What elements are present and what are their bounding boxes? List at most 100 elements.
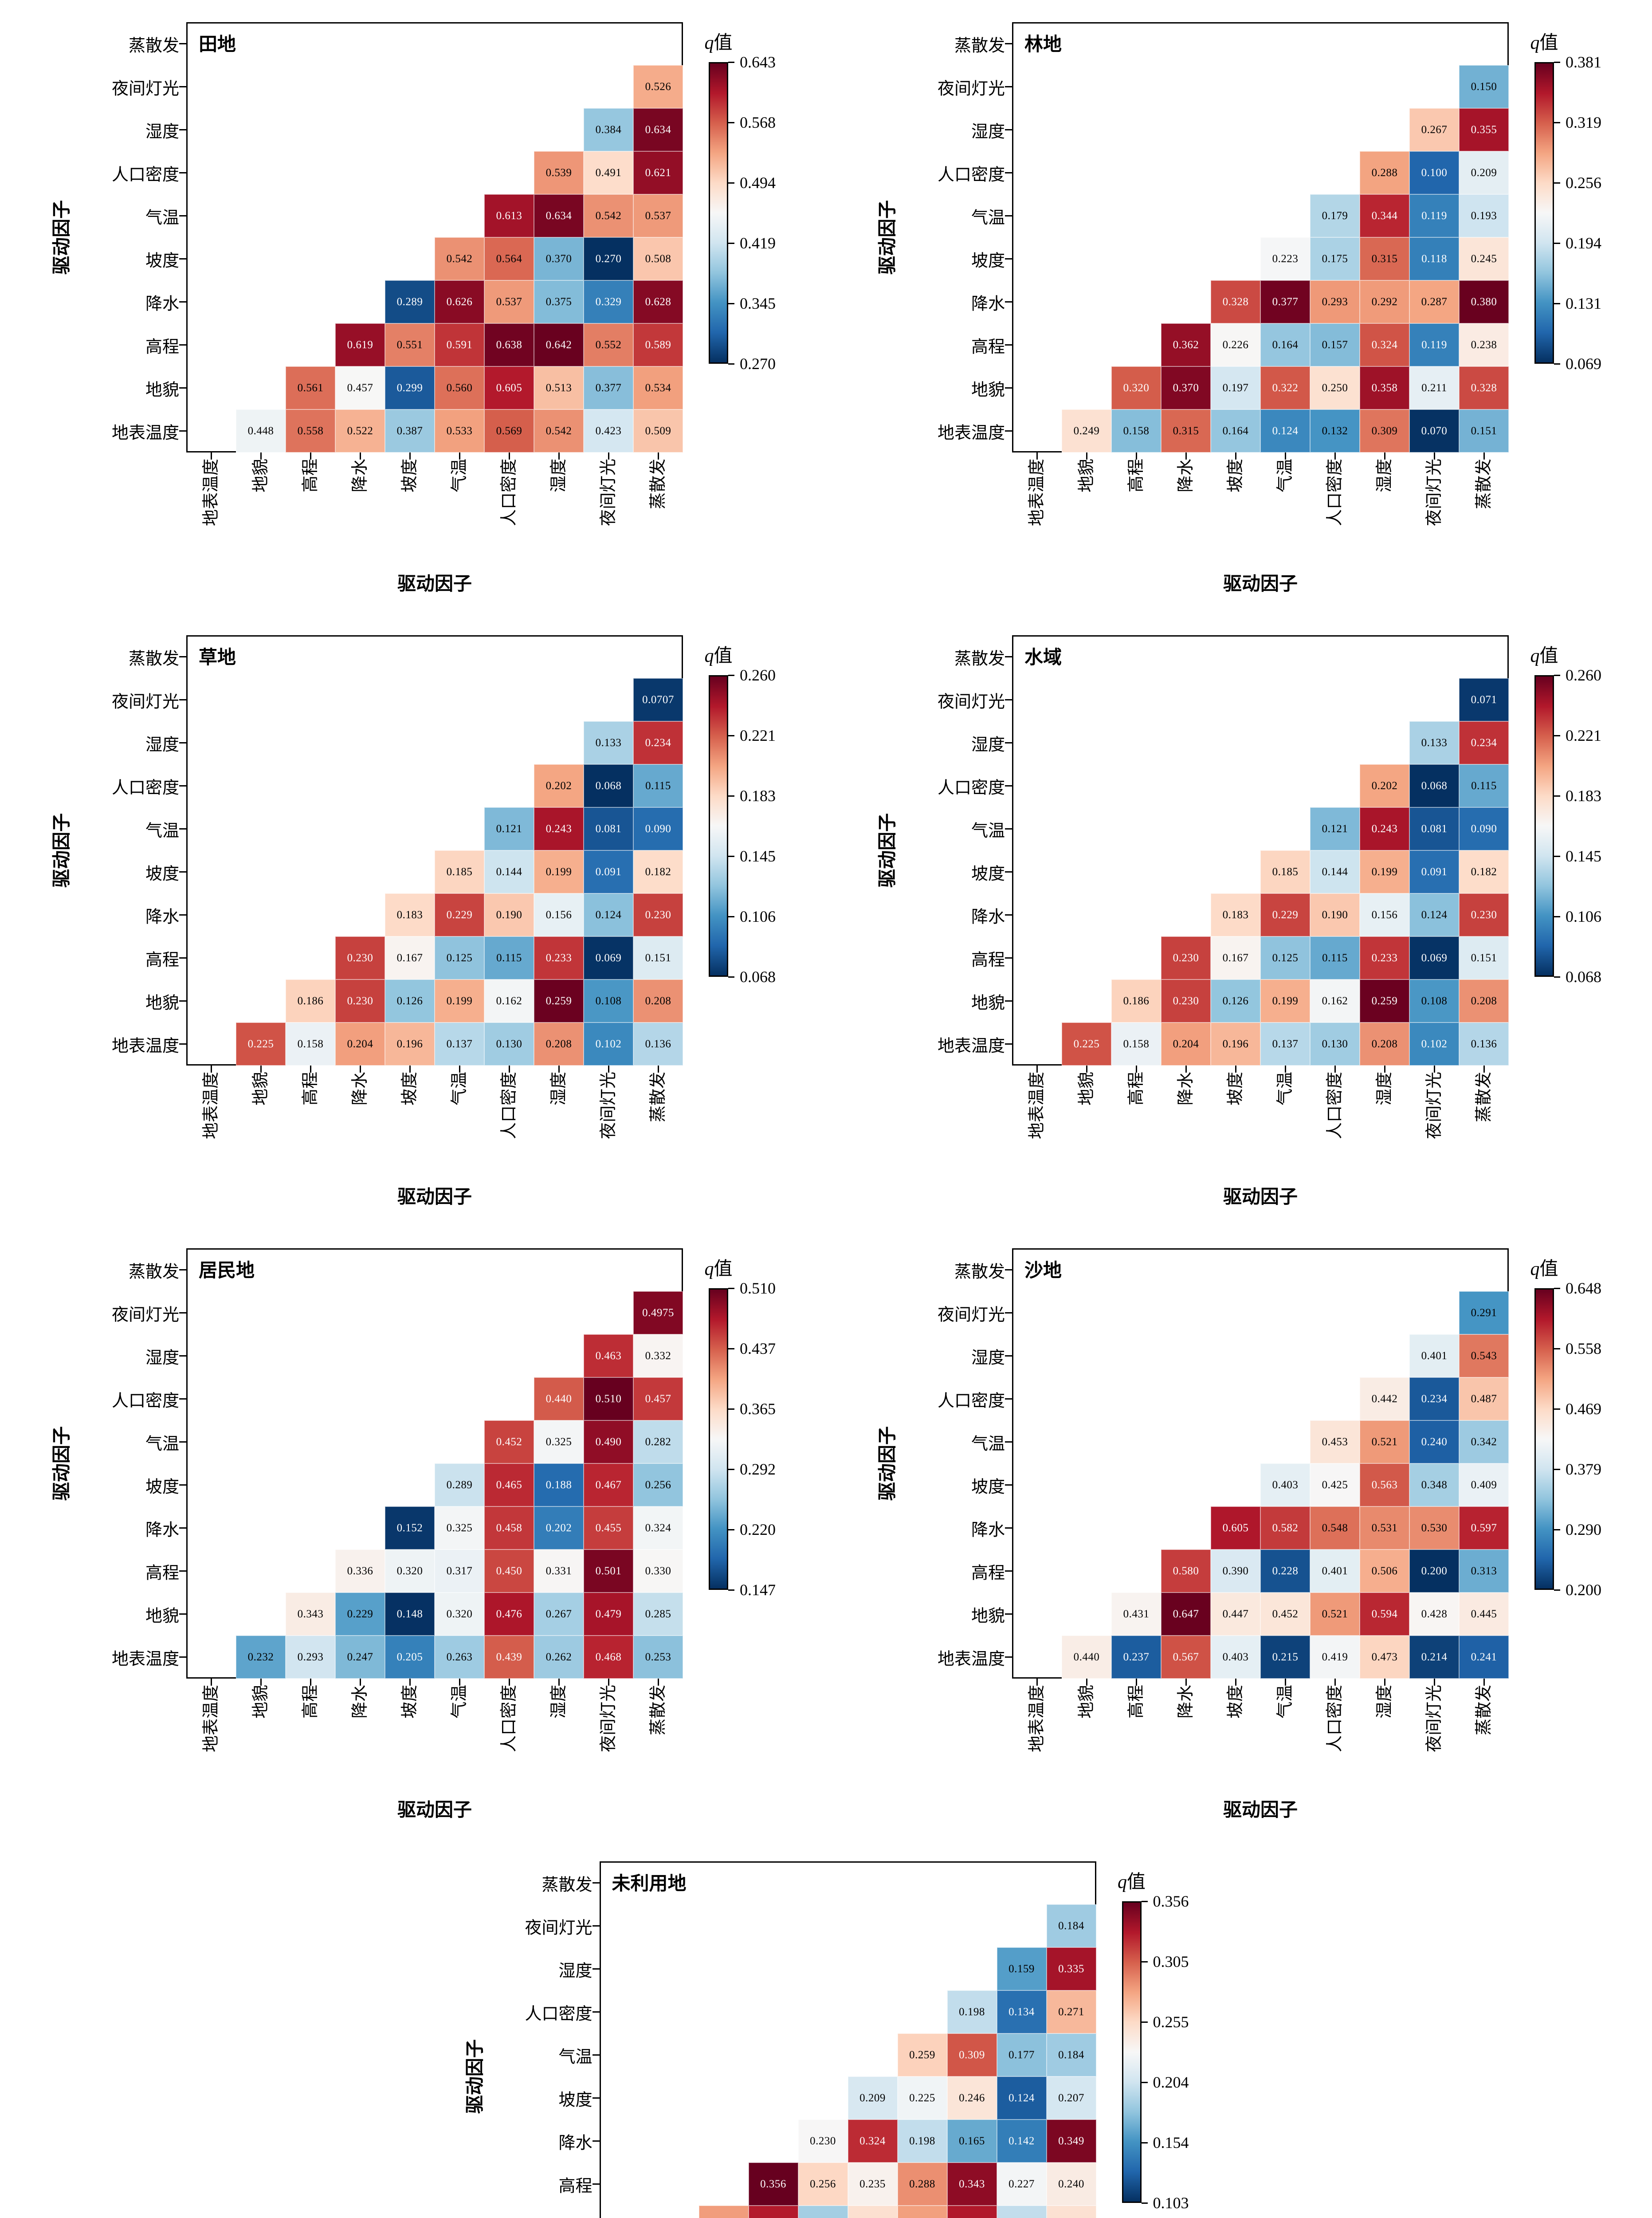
heatmap-cell: 0.452 (1260, 1593, 1310, 1636)
y-tick-mark (179, 387, 186, 389)
heatmap-cell: 0.455 (584, 1506, 633, 1549)
colorbar-tick-mark (1554, 1408, 1560, 1410)
heatmap-cell: 0.440 (534, 1377, 584, 1420)
heatmap-cell: 0.591 (435, 323, 484, 366)
colorbar-tick-mark (728, 122, 734, 123)
x-tick-label: 人口密度 (500, 1072, 518, 1140)
heatmap-cell: 0.377 (584, 366, 633, 409)
y-tick-label: 湿度 (971, 1349, 1005, 1367)
heatmap-cell: 0.069 (584, 936, 633, 979)
colorbar-tick-mark (1554, 855, 1560, 857)
x-tick-mark (459, 452, 460, 460)
colorbar-title: q值 (1509, 28, 1580, 55)
x-tick-label: 地貌 (251, 1685, 270, 1719)
colorbar-title-q: q (1117, 1872, 1127, 1892)
y-tick-label: 湿度 (971, 122, 1005, 141)
heatmap-cell: 0.164 (1260, 323, 1310, 366)
heatmap-cell: 0.256 (633, 1463, 683, 1506)
x-tick-label: 蒸散发 (649, 459, 667, 510)
heatmap-cell: 0.450 (484, 1549, 534, 1593)
y-tick-mark (1005, 387, 1012, 389)
heatmap-cell: 0.208 (633, 979, 683, 1022)
heatmap-cell: 0.159 (997, 1947, 1047, 1990)
x-tick-mark (310, 452, 311, 460)
heatmap-cell: 0.249 (1046, 2206, 1096, 2218)
heatmap-cell: 0.144 (1310, 850, 1360, 893)
x-tick-mark (1334, 452, 1336, 460)
y-tick-mark (1005, 1570, 1012, 1572)
y-axis-label: 驱动因子 (52, 200, 72, 275)
y-tick-mark (179, 43, 186, 44)
x-tick-label: 高程 (1127, 1685, 1146, 1719)
heatmap-cell: 0.230 (798, 2120, 848, 2163)
heatmap-cell: 0.320 (385, 1549, 435, 1593)
x-tick-mark (1235, 1679, 1236, 1686)
heatmap-cell: 0.136 (633, 1022, 683, 1066)
colorbar-tick-mark (728, 1468, 734, 1470)
colorbar-tick-label: 0.255 (1153, 2013, 1189, 2031)
x-tick-label: 地表温度 (202, 459, 220, 527)
heatmap-cell: 0.282 (897, 2206, 947, 2218)
colorbar-tick-mark (1554, 1287, 1560, 1289)
colorbar-title-q: q (704, 1259, 714, 1279)
heatmap-cell: 0.068 (584, 764, 633, 807)
heatmap-cell: 0.167 (1211, 936, 1260, 979)
heatmap-cell: 0.247 (335, 1636, 385, 1679)
heatmap-cell: 0.387 (385, 409, 435, 452)
x-tick-label: 降水 (1177, 1072, 1195, 1106)
heatmap-cell: 0.130 (1310, 1022, 1360, 1066)
x-tick-label: 高程 (301, 1685, 320, 1719)
x-tick-mark (210, 452, 212, 460)
y-tick-mark (592, 1925, 600, 1927)
panel-title: 居民地 (199, 1261, 255, 1281)
y-tick-label: 地表温度 (111, 1037, 179, 1055)
colorbar-tick-label: 0.319 (1566, 114, 1601, 131)
y-tick-mark (1005, 1613, 1012, 1615)
heatmap-cell: 0.440 (1062, 1636, 1111, 1679)
y-tick-mark (179, 828, 186, 830)
y-tick-label: 地貌 (145, 994, 179, 1012)
colorbar-tick-mark (1141, 2081, 1148, 2083)
x-tick-label: 地表温度 (202, 1072, 220, 1140)
heatmap-cell: 0.177 (997, 2033, 1047, 2076)
x-tick-label: 地表温度 (1028, 1685, 1046, 1753)
x-tick-mark (1433, 1066, 1435, 1073)
heatmap-cell: 0.167 (385, 936, 435, 979)
y-tick-label: 湿度 (971, 735, 1005, 754)
x-tick-mark (260, 1066, 262, 1073)
y-tick-mark (1005, 86, 1012, 87)
heatmap-cell: 0.230 (1161, 979, 1211, 1022)
heatmap-cell: 0.214 (1409, 1636, 1459, 1679)
colorbar-tick-label: 0.469 (1566, 1400, 1601, 1418)
y-tick-label: 地貌 (971, 994, 1005, 1012)
y-axis-label: 驱动因子 (878, 200, 898, 275)
y-tick-mark (179, 430, 186, 432)
y-tick-label: 蒸散发 (128, 36, 179, 55)
heatmap-cell: 0.230 (1161, 936, 1211, 979)
panel-row-2: 草地 驱动因子 驱动因子 q值 蒸散发 夜间灯光 湿度 人口密度 气温 坡度 降水 高程 地貌地… (0, 613, 1652, 1226)
y-tick-label: 高程 (971, 338, 1005, 356)
colorbar-tick-label: 0.381 (1566, 53, 1601, 71)
heatmap-cell: 0.156 (534, 893, 584, 936)
heatmap-cell: 0.370 (534, 237, 584, 280)
heatmap-cell: 0.253 (633, 1636, 683, 1679)
heatmap-cell: 0.521 (1360, 1420, 1409, 1463)
x-tick-mark (1384, 452, 1385, 460)
x-tick-mark (508, 1066, 510, 1073)
x-tick-label: 降水 (351, 459, 369, 493)
y-tick-mark (1005, 699, 1012, 700)
heatmap-cell: 0.137 (435, 1022, 484, 1066)
y-tick-label: 夜间灯光 (111, 79, 179, 98)
colorbar-tick-label: 0.221 (1566, 727, 1601, 744)
x-tick-mark (657, 452, 659, 460)
y-tick-label: 蒸散发 (128, 649, 179, 668)
x-tick-label: 地表温度 (1028, 459, 1046, 527)
y-tick-mark (179, 1355, 186, 1357)
x-axis-label: 驱动因子 (1223, 574, 1298, 594)
colorbar-tick-mark (728, 855, 734, 857)
colorbar-tick-mark (1554, 303, 1560, 304)
x-tick-mark (1185, 1679, 1187, 1686)
heatmap-panel: 沙地 驱动因子 驱动因子 q值 蒸散发 夜间灯光 湿度 人口密度 气温 坡度 降水 高程 地貌地… (826, 1226, 1652, 1839)
x-tick-label: 高程 (1127, 1072, 1146, 1106)
x-tick-label: 蒸散发 (1475, 1685, 1493, 1736)
